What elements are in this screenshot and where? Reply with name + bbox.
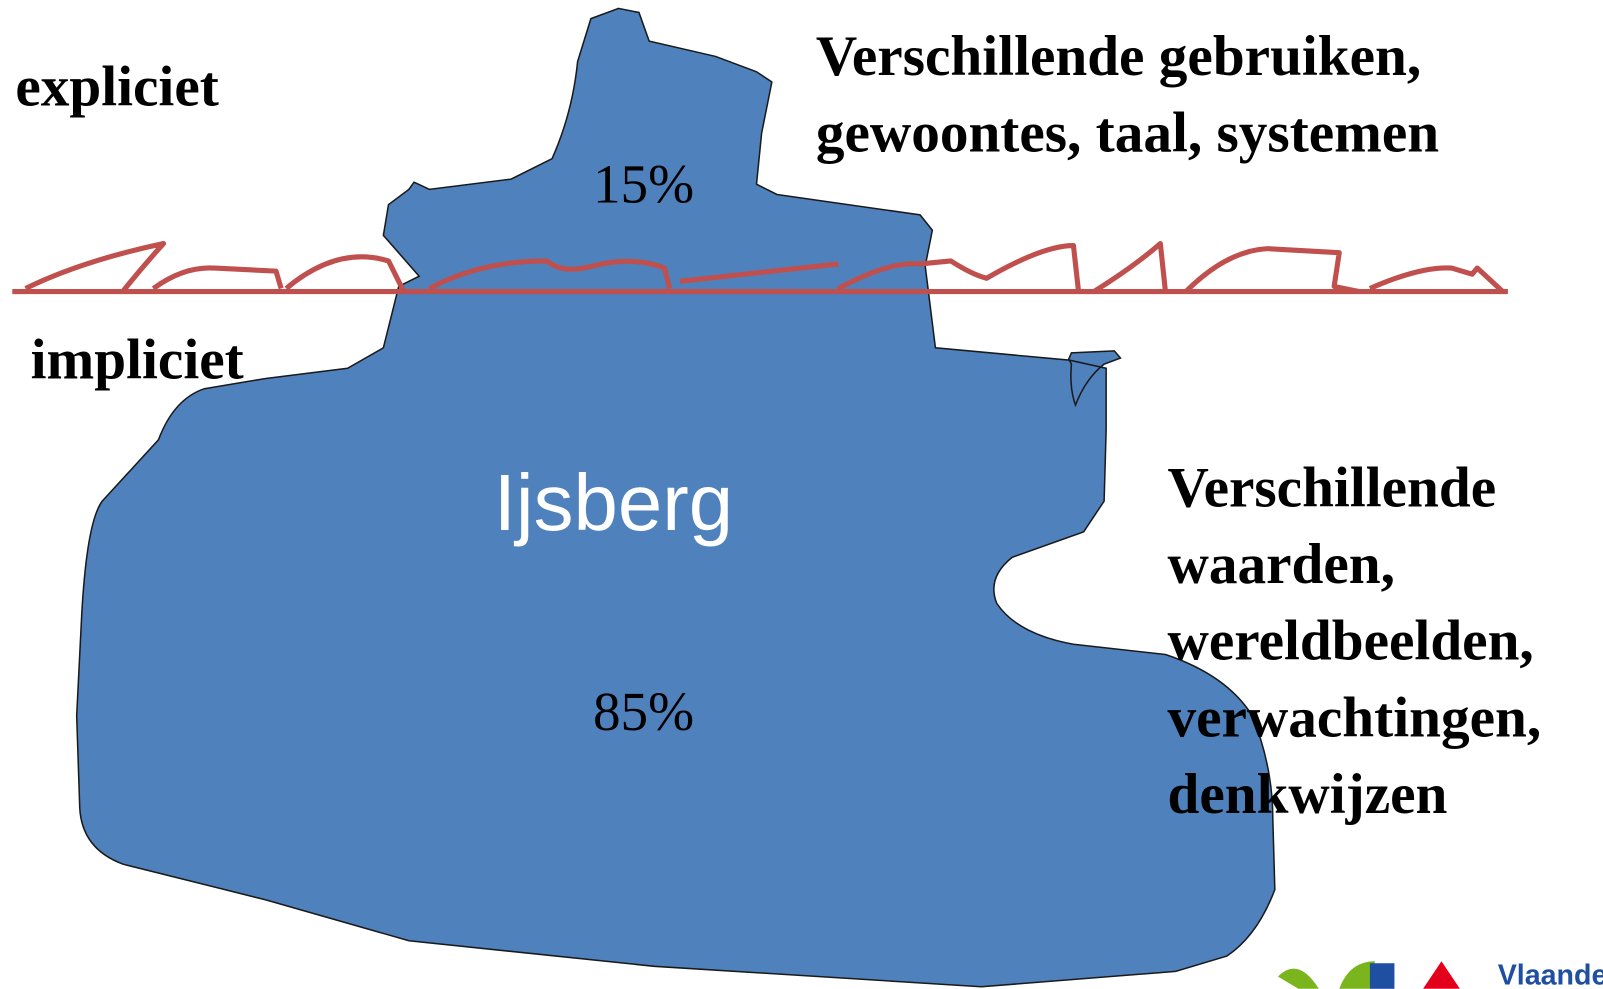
iceberg-title: Ijsberg [494,458,733,547]
label-explicit: expliciet [15,56,218,119]
logo-text: Vlaande [1498,960,1603,989]
logo: Vlaande [1278,960,1603,989]
logo-blue [1370,963,1395,989]
visible-percent: 15% [593,154,694,215]
top-text-line: gewoontes, taal, systemen [816,102,1439,165]
top-text-line: Verschillende gebruiken, [816,25,1421,88]
label-implicit: impliciet [31,328,244,391]
bottom-text-line: wereldbeelden, [1167,610,1533,673]
bottom-text-line: verwachtingen, [1167,686,1541,749]
bottom-text-line: Verschillende [1167,456,1496,519]
logo-red [1423,961,1460,989]
slide: expliciet impliciet Verschillende gebrui… [0,0,1603,989]
bottom-text-line: denkwijzen [1167,763,1447,826]
logo-green [1278,961,1375,989]
bottom-text-line: waarden, [1167,533,1394,596]
hidden-percent: 85% [593,681,694,742]
page: {"labels": {"explicit": "expliciet", "im… [0,0,1603,989]
